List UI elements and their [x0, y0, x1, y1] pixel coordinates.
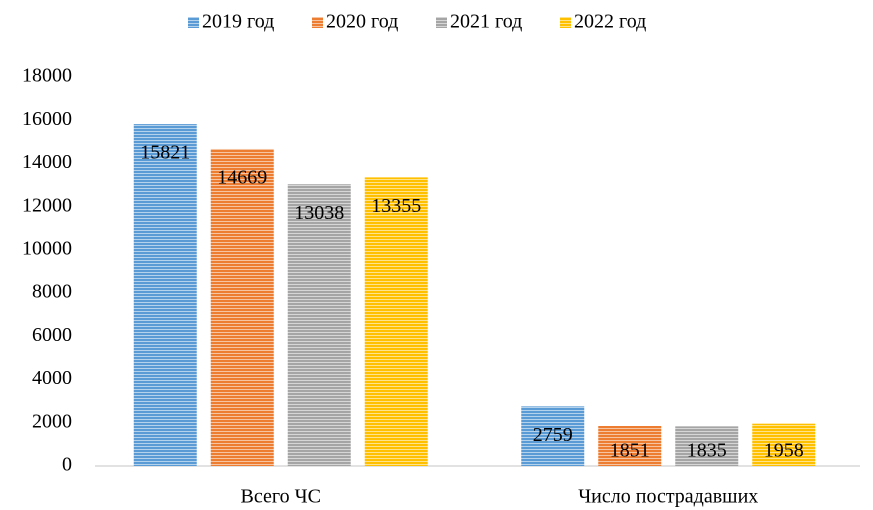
bar	[675, 426, 739, 466]
data-label: 1851	[610, 440, 650, 462]
data-label: 2759	[533, 424, 573, 446]
y-tick-label: 2000	[32, 410, 72, 432]
bar	[364, 177, 428, 466]
legend-label: 2020 год	[326, 11, 398, 33]
data-label: 1835	[687, 440, 727, 462]
data-label: 15821	[140, 142, 190, 164]
legend-swatch	[436, 17, 447, 28]
bar	[752, 423, 816, 466]
y-tick-label: 6000	[32, 324, 72, 346]
bar	[521, 406, 585, 466]
y-tick-label: 4000	[32, 367, 72, 389]
legend-swatch	[188, 17, 199, 28]
bar	[210, 148, 274, 466]
y-tick-label: 10000	[22, 237, 72, 259]
x-tick-label: Всего ЧС	[241, 486, 321, 508]
legend-label: 2021 год	[450, 11, 522, 33]
y-tick-label: 0	[62, 454, 72, 476]
legend-label: 2019 год	[202, 11, 274, 33]
legend-swatch	[312, 17, 323, 28]
y-tick-label: 14000	[22, 151, 72, 173]
bar	[598, 425, 662, 466]
data-label: 13038	[294, 202, 344, 224]
x-tick-label: Число пострадавших	[578, 486, 758, 508]
legend-swatch	[560, 17, 571, 28]
y-tick-label: 16000	[22, 108, 72, 130]
data-label: 1958	[764, 440, 804, 462]
data-label: 13355	[371, 195, 421, 217]
y-tick-label: 12000	[22, 194, 72, 216]
bar	[287, 184, 351, 467]
data-label: 14669	[217, 167, 267, 189]
bar	[133, 124, 197, 467]
y-tick-label: 8000	[32, 281, 72, 303]
y-tick-label: 18000	[22, 65, 72, 87]
legend-label: 2022 год	[574, 11, 646, 33]
